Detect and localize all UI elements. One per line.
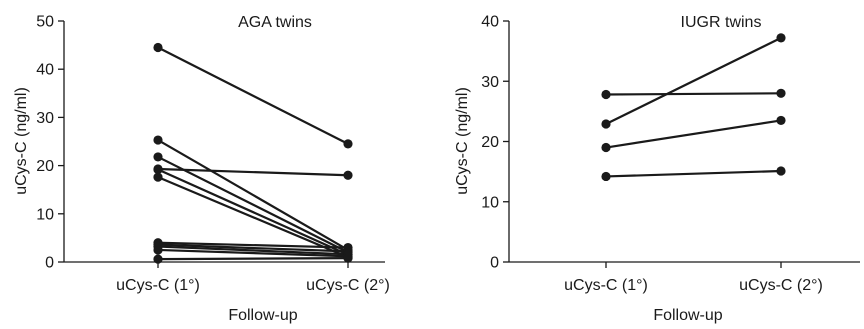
- aga-data-point: [343, 170, 353, 180]
- aga-data-point: [153, 172, 163, 182]
- iugr-twins-title: IUGR twins: [681, 14, 762, 31]
- aga-series-line: [157, 155, 349, 254]
- iugr-series-line: [605, 36, 782, 126]
- iugr-x-tick-label: uCys-C (2°): [739, 277, 823, 294]
- aga-y-tick-label: 20: [36, 158, 54, 175]
- iugr-data-point: [776, 115, 786, 126]
- aga-series-line: [157, 248, 349, 258]
- aga-series-line: [157, 257, 349, 261]
- iugr-series-line: [605, 92, 782, 96]
- aga-series-line: [157, 46, 349, 145]
- iugr-data-point: [776, 88, 786, 98]
- iugr-data-point: [601, 142, 611, 153]
- iugr-y-tick-label: 10: [481, 194, 499, 211]
- aga-x-tick-label: uCys-C (2°): [306, 277, 390, 294]
- aga-x-tick-label: uCys-C (1°): [116, 277, 200, 294]
- aga-data-point: [153, 245, 163, 255]
- aga-series-line: [157, 139, 349, 251]
- aga-series-line: [157, 245, 349, 256]
- iugr-data-point: [776, 33, 786, 43]
- iugr-series-line: [605, 169, 782, 178]
- iugr-axes: 0 10 20 30 40 uCys-C (1°) uCys-C (2°): [481, 14, 860, 294]
- aga-series-line: [157, 241, 349, 249]
- aga-series-2: [153, 135, 353, 255]
- aga-series-line: [157, 243, 349, 253]
- iugr-series-2: [601, 33, 786, 129]
- aga-data-point: [153, 152, 163, 162]
- iugr-x-axis-label: Follow-up: [653, 307, 722, 324]
- iugr-data-point: [601, 171, 611, 182]
- aga-data-point: [153, 42, 163, 53]
- aga-y-tick-label: 0: [45, 255, 54, 272]
- aga-twins-panel: AGA twins uCys-C (ng/ml) Follow-up 0 10 20…: [13, 14, 390, 325]
- iugr-data-point: [601, 89, 611, 100]
- aga-series-line: [157, 176, 349, 259]
- iugr-series-group: [601, 33, 786, 182]
- iugr-series-3: [601, 115, 786, 153]
- aga-data-point: [153, 254, 163, 264]
- aga-twins-title: AGA twins: [238, 14, 312, 31]
- aga-axes: 0 10 20 30 40 50 uCys-C (1°) uCys-C (2°): [36, 14, 390, 295]
- iugr-series-line: [605, 119, 782, 149]
- iugr-y-tick-label: 30: [481, 74, 499, 91]
- aga-series-line: [157, 168, 349, 256]
- aga-y-tick-label: 10: [36, 206, 54, 223]
- iugr-y-axis-label: uCys-C (ng/ml): [454, 87, 471, 195]
- aga-x-axis-label: Follow-up: [228, 307, 297, 324]
- iugr-x-tick-label: uCys-C (1°): [564, 277, 648, 294]
- aga-series-1: [153, 42, 353, 149]
- aga-data-point: [343, 139, 353, 149]
- aga-y-tick-label: 40: [36, 62, 54, 79]
- aga-data-point: [343, 253, 353, 263]
- aga-y-tick-label: 30: [36, 110, 54, 127]
- aga-series-4: [153, 164, 353, 180]
- aga-y-tick-label: 50: [36, 14, 54, 31]
- iugr-y-tick-label: 20: [481, 134, 499, 151]
- aga-series-3: [153, 152, 353, 257]
- iugr-series-4: [601, 166, 786, 182]
- aga-series-11: [153, 253, 353, 264]
- iugr-twins-panel: IUGR twins uCys-C (ng/ml) Follow-up 0 10 2…: [454, 14, 860, 324]
- aga-data-point: [153, 135, 163, 145]
- iugr-data-point: [601, 119, 611, 129]
- iugr-series-1: [601, 88, 786, 100]
- iugr-y-tick-label: 40: [481, 14, 499, 31]
- aga-series-line: [157, 167, 349, 177]
- iugr-y-tick-label: 0: [490, 255, 499, 272]
- aga-data-point: [153, 164, 163, 175]
- aga-series-group: [153, 42, 353, 264]
- iugr-data-point: [776, 166, 786, 176]
- aga-y-axis-label: uCys-C (ng/ml): [13, 87, 30, 195]
